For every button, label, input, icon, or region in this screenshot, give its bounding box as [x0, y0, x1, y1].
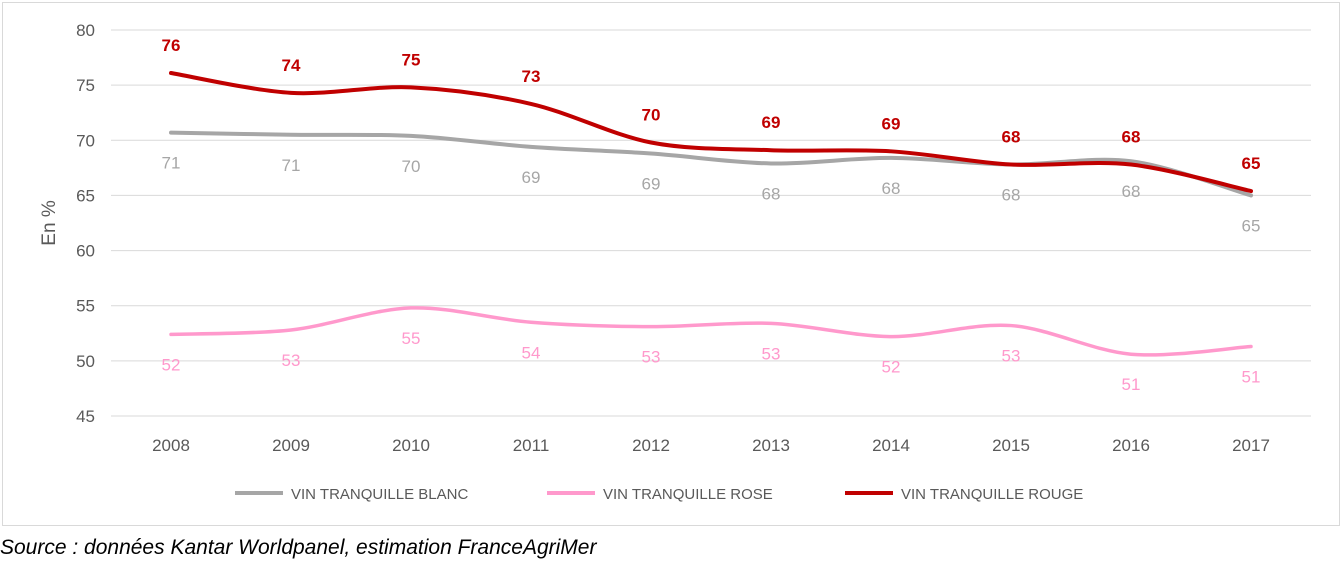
x-tick-label: 2013 [752, 436, 790, 455]
source-note: Source : données Kantar Worldpanel, esti… [0, 536, 597, 559]
data-label-vin-tranquille-rose: 51 [1242, 368, 1261, 387]
x-tick-label: 2008 [152, 436, 190, 455]
data-label-vin-tranquille-rouge: 69 [882, 114, 901, 133]
data-label-vin-tranquille-rouge: 68 [1122, 128, 1141, 147]
data-label-vin-tranquille-blanc: 68 [762, 184, 781, 203]
y-axis-title: En % [39, 200, 60, 246]
y-tick-label: 75 [76, 76, 95, 95]
data-label-vin-tranquille-rouge: 70 [642, 105, 661, 124]
data-label-vin-tranquille-rose: 51 [1122, 375, 1141, 394]
data-label-vin-tranquille-rose: 54 [522, 343, 541, 362]
y-tick-label: 45 [76, 407, 95, 426]
x-tick-label: 2017 [1232, 436, 1270, 455]
data-label-vin-tranquille-rouge: 74 [282, 56, 301, 75]
y-tick-label: 80 [76, 21, 95, 40]
legend-label-vin-tranquille-blanc: VIN TRANQUILLE BLANC [291, 486, 468, 503]
data-label-vin-tranquille-blanc: 69 [642, 175, 661, 194]
legend-label-vin-tranquille-rouge: VIN TRANQUILLE ROUGE [901, 486, 1083, 503]
data-label-vin-tranquille-rouge: 69 [762, 113, 781, 132]
series-line-vin-tranquille-blanc [169, 130, 1253, 198]
data-label-vin-tranquille-blanc: 68 [882, 179, 901, 198]
data-label-vin-tranquille-blanc: 68 [1002, 186, 1021, 205]
y-tick-label: 70 [76, 131, 95, 150]
x-tick-label: 2009 [272, 436, 310, 455]
data-label-vin-tranquille-blanc: 65 [1242, 216, 1261, 235]
data-label-vin-tranquille-blanc: 70 [402, 157, 421, 176]
data-label-vin-tranquille-rose: 52 [882, 358, 901, 377]
data-label-vin-tranquille-rouge: 68 [1002, 128, 1021, 147]
series-line-vin-tranquille-rouge [169, 71, 1253, 194]
data-label-vin-tranquille-rose: 53 [642, 348, 661, 367]
legend-label-vin-tranquille-rose: VIN TRANQUILLE ROSE [603, 486, 773, 503]
data-label-vin-tranquille-rouge: 75 [402, 50, 421, 69]
line-chart: 45 50 55 60 65 70 75 80 2008 2009 2010 2011 2012 2013… [39, 21, 1311, 503]
y-tick-label: 60 [76, 242, 95, 261]
data-label-vin-tranquille-blanc: 68 [1122, 182, 1141, 201]
data-label-vin-tranquille-blanc: 71 [162, 154, 181, 173]
x-tick-label: 2014 [872, 436, 910, 455]
data-label-vin-tranquille-rose: 52 [162, 355, 181, 374]
data-label-vin-tranquille-rose: 53 [762, 344, 781, 363]
x-tick-label: 2011 [513, 436, 550, 455]
x-tick-label: 2016 [1112, 436, 1150, 455]
data-label-vin-tranquille-rouge: 73 [522, 67, 541, 86]
data-label-vin-tranquille-rose: 55 [402, 329, 421, 348]
data-label-vin-tranquille-blanc: 71 [282, 156, 301, 175]
y-tick-label: 55 [76, 297, 95, 316]
x-tick-label: 2010 [392, 436, 430, 455]
chart-frame: 45 50 55 60 65 70 75 80 2008 2009 2010 2011 2012 2013… [2, 2, 1340, 526]
y-tick-label: 50 [76, 352, 95, 371]
data-label-vin-tranquille-rose: 53 [1002, 347, 1021, 366]
data-label-vin-tranquille-blanc: 69 [522, 168, 541, 187]
y-tick-label: 65 [76, 186, 95, 205]
x-tick-label: 2015 [992, 436, 1030, 455]
data-label-vin-tranquille-rose: 53 [282, 351, 301, 370]
x-tick-label: 2012 [632, 436, 670, 455]
data-label-vin-tranquille-rouge: 65 [1242, 154, 1261, 173]
data-label-vin-tranquille-rouge: 76 [162, 36, 181, 55]
series-line-vin-tranquille-rose [169, 306, 1253, 357]
